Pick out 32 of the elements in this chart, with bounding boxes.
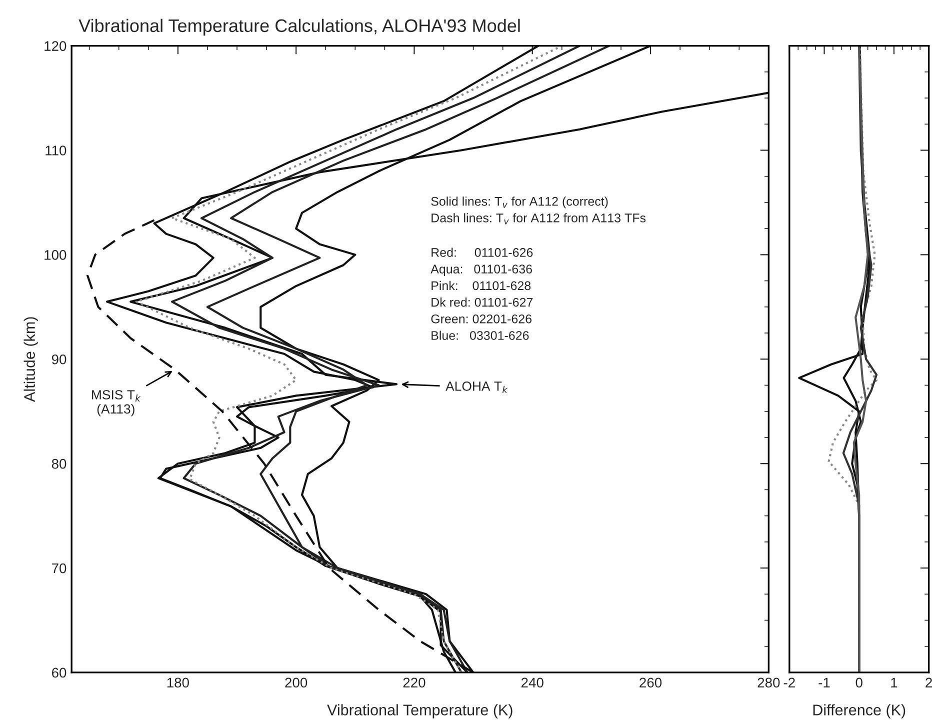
x-axis-title: Difference (K) xyxy=(813,704,906,718)
y-tick-label: 120 xyxy=(44,41,66,51)
x-tick-label: 1 xyxy=(891,678,898,688)
annotation: Green: 02201-626 xyxy=(431,314,532,324)
y-tick-label: 90 xyxy=(52,354,66,364)
y-tick-label: 60 xyxy=(52,668,66,678)
annotation: Pink: 01101-628 xyxy=(432,280,531,290)
x-tick-label: -2 xyxy=(784,678,795,688)
annotation: Aqua: 01101-636 xyxy=(430,264,532,276)
x-axis-title: Vibrational Temperature (K) xyxy=(327,704,512,718)
y-tick-label: 80 xyxy=(52,458,66,469)
x-tick-label: -1 xyxy=(818,678,830,688)
annotation: Red: 01101-626 xyxy=(432,248,533,257)
annotation: Solid lines: T$_{v}$ for A112 (correct) xyxy=(431,196,608,208)
x-tick-label: 240 xyxy=(521,678,544,688)
x-tick-label: 200 xyxy=(285,678,308,688)
x-tick-label: 0 xyxy=(856,678,862,688)
annotation: Dash lines: T$_{v}$ for A112 from A113 TFs xyxy=(432,213,646,224)
x-tick-label: 220 xyxy=(403,678,426,688)
x-tick-label: 280 xyxy=(758,678,780,688)
annotation: Dk red: 01101-627 xyxy=(432,298,533,307)
annotation: ALOHA T$_{k}$ xyxy=(446,382,508,393)
y-tick-label: 70 xyxy=(52,563,66,574)
y-tick-label: 110 xyxy=(46,146,66,156)
annotation: Blue: 03301-626 xyxy=(432,330,529,340)
chart-title: Vibrational Temperature Calculations, ALOHA'93 Model xyxy=(78,18,520,36)
annotation: MSIS T$_{k}$ (A113) xyxy=(92,390,141,416)
x-tick-label: 260 xyxy=(640,678,662,688)
x-tick-label: 180 xyxy=(167,678,189,688)
x-tick-label: 2 xyxy=(926,678,932,688)
y-tick-label: 100 xyxy=(44,250,66,260)
y-axis-title: Altitude (km) xyxy=(24,317,38,402)
